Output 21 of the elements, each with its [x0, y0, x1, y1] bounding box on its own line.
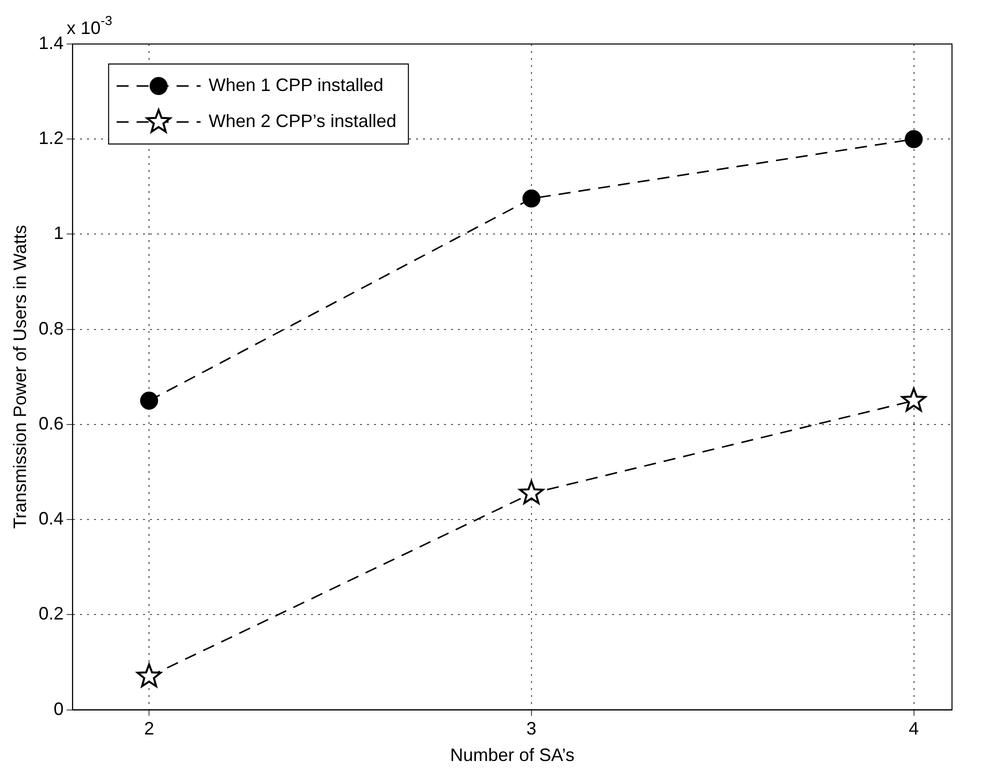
- y-axis-title: Transmission Power of Users in Watts: [10, 225, 30, 529]
- y-tick-label: 0.4: [38, 508, 64, 529]
- x-tick-label: 3: [526, 718, 536, 739]
- legend-label: When 2 CPP’s installed: [208, 110, 396, 131]
- y-tick-label: 0.2: [38, 604, 64, 624]
- y-tick-label: 0.6: [38, 413, 64, 434]
- x-axis-title: Number of SA’s: [450, 745, 575, 766]
- point: [904, 130, 923, 148]
- point: [522, 190, 540, 208]
- point: [140, 392, 158, 410]
- point: [901, 388, 926, 412]
- y-tick-label: 1: [54, 223, 64, 244]
- y-tick-label: 1.4: [38, 32, 64, 53]
- point: [519, 480, 544, 504]
- point: [136, 664, 162, 688]
- y-tick-label: 0: [54, 698, 64, 719]
- x-tick-label: 4: [908, 718, 919, 739]
- y-tick-label: 0.8: [38, 318, 64, 338]
- x-tick-label: 2: [144, 718, 154, 739]
- legend-label: When 1 CPP installed: [208, 74, 384, 95]
- y-tick-label: 1.2: [38, 128, 64, 148]
